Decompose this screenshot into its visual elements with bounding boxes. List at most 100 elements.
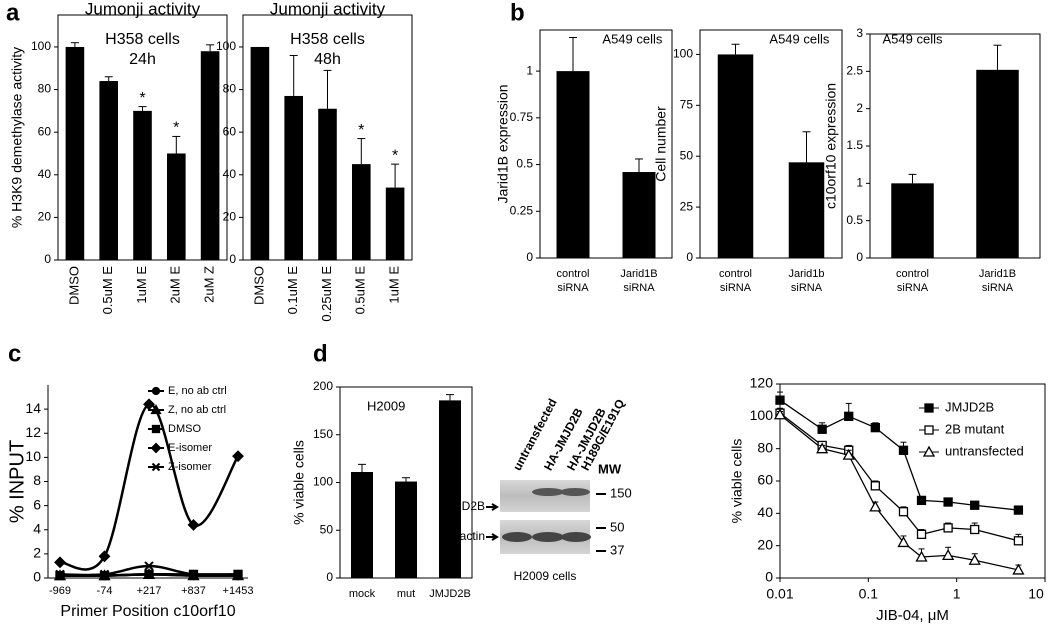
bar [439,400,461,578]
x-tick-label: 2uM Z [202,266,217,303]
y-tick-label: 0 [44,252,51,266]
marker [869,500,882,512]
marker [187,519,200,531]
x-tick-label: 1uM E [134,266,149,304]
panel-label: b [510,0,525,26]
x-tick-label: 1uM E [387,266,402,304]
x-tick-label: siRNA [982,282,1014,294]
y-tick-label: 60 [757,472,773,488]
legend-label: 2B mutant [945,421,1005,436]
legend-marker [151,386,161,396]
annotation: A549 cells [602,31,662,46]
y-tick-label: 2.5 [846,64,863,78]
row-label: actin [460,529,485,543]
bar [318,108,337,260]
legend-marker [151,462,161,472]
annotation: H358 cells [105,31,180,48]
y-tick-label: 3 [856,26,863,40]
marker [54,556,66,569]
legend-label: E-isomer [168,442,212,454]
annotation: H2009 [367,398,405,413]
marker [942,549,955,561]
y-tick-label: 0 [229,252,236,266]
bar [395,481,417,578]
marker [970,500,980,510]
y-axis-label: % H3K9 demethylase activity [9,47,25,228]
marker [916,495,927,506]
legend-label: Z-isomer [168,461,212,473]
y-tick-label: 0 [856,250,863,264]
x-tick-label: 0.5uM E [353,266,368,315]
row-arrow [486,533,499,541]
significance-mark: * [358,122,364,139]
y-tick-label: 0 [765,569,773,585]
marker [55,569,65,580]
y-tick-label: 8 [33,472,41,488]
y-tick-label: 10 [25,448,41,464]
x-tick-label: siRNA [623,282,655,294]
bar [976,69,1019,258]
y-tick-label: 0 [526,250,533,264]
x-tick-label: siRNA [897,282,929,294]
y-tick-label: 100 [673,47,693,61]
legend-label: E, no ab ctrl [168,385,227,397]
legend-label: DMSO [168,423,201,435]
annotation: A549 cells [769,31,829,46]
y-tick-label: 25 [680,199,694,213]
y-tick-label: 80 [757,439,773,455]
y-tick-label: 2 [856,101,863,115]
y-tick-label: 150 [313,427,333,441]
marker [773,408,787,420]
marker [844,411,854,421]
bar [200,51,220,260]
bar [717,54,754,258]
blot-band [561,532,591,542]
legend-marker [151,424,161,434]
plot-frame [699,29,843,259]
x-tick-label: JMJD2B [429,588,471,600]
y-axis-label: % INPUT [6,440,28,523]
blot-band [502,532,532,542]
mw-label: 37 [610,542,624,557]
x-tick-label: +1453 [223,585,254,597]
blot-band [532,488,564,496]
marker [916,529,927,539]
bar [385,187,405,260]
panel-label: a [6,0,20,26]
y-tick-label: 6 [33,496,41,512]
annotation: H358 cells [290,31,365,48]
x-tick-label: +217 [137,585,162,597]
legend-marker [924,425,934,435]
y-tick-label: 20 [223,210,237,224]
x-tick-label: -969 [49,585,71,597]
marker [968,553,981,565]
bar [891,183,934,258]
mw-title: MW [598,461,622,476]
x-tick-label: control [896,268,929,280]
marker [1013,536,1024,546]
significance-mark: * [392,147,398,164]
y-axis-label: % viable cells [291,440,307,525]
significance-mark: * [173,120,179,137]
x-tick-label: mock [349,588,376,600]
y-tick-label: 0 [326,570,333,584]
marker [915,550,928,562]
y-tick-label: 20 [757,536,773,552]
mw-label: 50 [610,519,624,534]
legend-label: JMJD2B [945,399,994,414]
panel-label: d [313,340,328,367]
x-tick-label: 1 [953,586,961,602]
y-tick-label: 0.5 [846,213,863,227]
y-tick-label: 80 [223,82,237,96]
chart-title: Jumonji activity [85,0,201,18]
x-axis-label: JIB-04, μM [876,607,949,624]
bar [99,81,118,260]
y-tick-label: 120 [750,375,774,391]
legend-marker [150,442,162,454]
marker [143,398,155,411]
y-axis-label: % viable cells [729,439,745,524]
marker [816,442,829,454]
x-tick-label: siRNA [791,282,823,294]
legend-label: untransfected [945,443,1024,458]
